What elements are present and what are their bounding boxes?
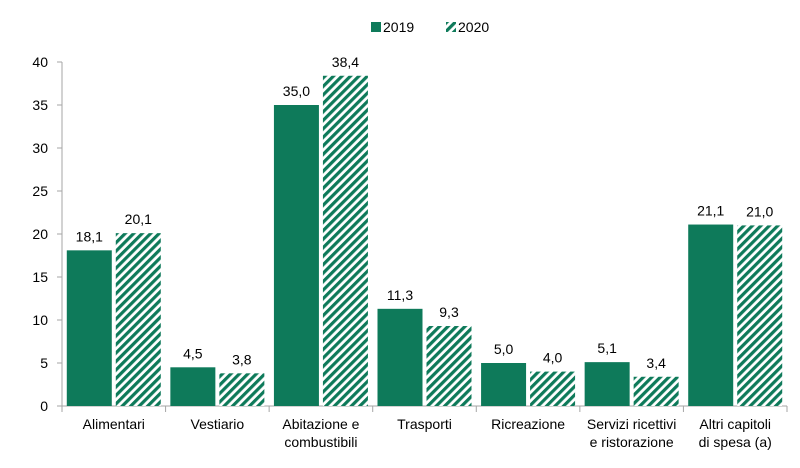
- bar-2019-2: [273, 105, 319, 406]
- y-axis: 0 5 10 15 20 25 30 35 40: [32, 54, 63, 414]
- data-label-2020-0: 20,1: [125, 211, 152, 227]
- bar-2020-6: [737, 225, 783, 406]
- bar-2019-3: [377, 308, 423, 406]
- x-category-label: Trasporti: [397, 416, 452, 432]
- data-label-2019-2: 35,0: [283, 83, 310, 99]
- bar-2020-1: [219, 373, 265, 406]
- data-label-2020-6: 21,0: [746, 203, 773, 219]
- legend-label-2019: 2019: [383, 19, 414, 35]
- x-category-label: Abitazione e combustibili: [282, 416, 359, 450]
- x-category-label: Servizi ricettivi e ristorazione: [587, 416, 676, 450]
- y-tick-label: 25: [32, 183, 48, 199]
- legend-label-2020: 2020: [458, 19, 489, 35]
- data-label-2019-6: 21,1: [697, 203, 724, 219]
- bar-2019-1: [170, 367, 216, 406]
- data-label-2020-5: 3,4: [646, 355, 666, 371]
- y-tick-label: 10: [32, 312, 48, 328]
- bar-2020-0: [115, 233, 161, 406]
- data-label-2020-3: 9,3: [439, 304, 459, 320]
- x-category-label: Ricreazione: [491, 416, 565, 432]
- y-tick-label: 15: [32, 269, 48, 285]
- data-label-2020-1: 3,8: [232, 351, 252, 367]
- bar-2020-2: [322, 75, 368, 406]
- y-tick-label: 20: [32, 226, 48, 242]
- bar-2020-3: [426, 326, 472, 406]
- data-label-2019-3: 11,3: [387, 287, 413, 303]
- bar-2019-4: [481, 363, 527, 406]
- x-category-label: Altri capitoli di spesa (a): [699, 416, 772, 450]
- data-labels: 18,1 20,1 4,5 3,8 35,0 38,4 11,3 9,3 5,0 4,0 5,1 3,…: [76, 54, 774, 371]
- bar-2020-4: [530, 371, 576, 406]
- legend-swatch-2019: [371, 22, 381, 32]
- y-tick-label: 0: [40, 398, 48, 414]
- bar-2019-6: [688, 224, 734, 406]
- legend-swatch-2020: [446, 22, 456, 32]
- x-axis: Alimentari Vestiario Abitazione e combustib…: [61, 405, 788, 450]
- data-label-2020-2: 38,4: [332, 54, 359, 70]
- y-tick-label: 5: [40, 355, 48, 371]
- data-label-2019-0: 18,1: [76, 228, 103, 244]
- bar-2019-0: [66, 250, 112, 406]
- bars: [66, 75, 783, 406]
- x-category-label: Vestiario: [191, 416, 245, 432]
- data-label-2019-1: 4,5: [183, 345, 203, 361]
- y-tick-label: 30: [32, 140, 48, 156]
- bar-2019-5: [584, 362, 630, 406]
- data-label-2019-5: 5,1: [597, 340, 617, 356]
- legend: 2019 2020: [371, 19, 489, 35]
- data-label-2020-4: 4,0: [543, 350, 563, 366]
- x-category-label: Alimentari: [83, 416, 145, 432]
- y-tick-label: 40: [32, 54, 48, 70]
- bar-2020-5: [633, 376, 679, 406]
- y-tick-label: 35: [32, 97, 48, 113]
- data-label-2019-4: 5,0: [494, 341, 514, 357]
